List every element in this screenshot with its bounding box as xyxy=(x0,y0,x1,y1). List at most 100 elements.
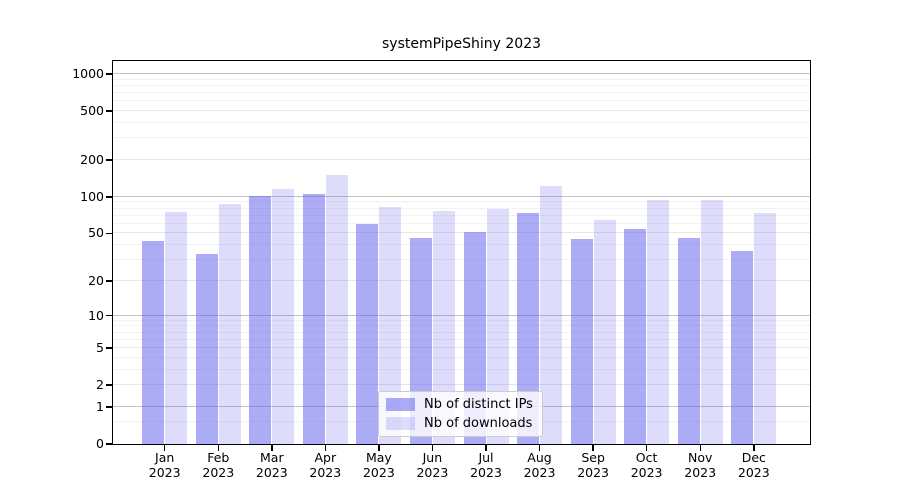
bar-may-distinct-ips xyxy=(356,223,379,444)
x-tick-mark-feb xyxy=(217,445,219,451)
x-tick-label-may: May 2023 xyxy=(362,450,395,480)
x-tick-mark-aug xyxy=(538,445,541,451)
y-tick-mark-500 xyxy=(106,110,112,112)
chart-title: systemPipeShiny 2023 xyxy=(381,36,542,52)
y-tick-mark-200 xyxy=(106,159,112,161)
bar-dec-distinct-ips xyxy=(731,250,754,444)
gridline-900 xyxy=(113,78,810,80)
y-tick-label-1: 1 xyxy=(96,398,104,414)
bar-feb-downloads xyxy=(218,204,241,444)
x-tick-mark-oct xyxy=(645,445,648,451)
x-tick-label-feb: Feb 2023 xyxy=(202,450,235,480)
gridline-7 xyxy=(113,331,810,333)
legend-label-downloads: Nb of downloads xyxy=(424,416,533,431)
gridline-90 xyxy=(113,201,810,203)
gridline-20 xyxy=(113,279,810,281)
bar-jan-distinct-ips xyxy=(142,241,165,444)
bar-dec-downloads xyxy=(754,212,777,444)
x-tick-mark-apr xyxy=(324,445,327,451)
legend-row-distinct-ips: Nb of distinct IPs xyxy=(386,397,533,412)
y-tick-mark-20 xyxy=(106,280,112,282)
y-tick-label-100: 100 xyxy=(80,188,104,204)
bar-apr-downloads xyxy=(325,174,348,444)
y-tick-label-1000: 1000 xyxy=(72,66,104,81)
x-tick-label-oct: Oct 2023 xyxy=(630,450,663,480)
y-tick-label-2: 2 xyxy=(96,377,104,393)
bar-may-downloads xyxy=(379,206,402,444)
x-tick-mark-nov xyxy=(699,445,701,451)
y-tick-mark-1 xyxy=(106,406,112,408)
gridline-40 xyxy=(113,244,810,246)
x-tick-label-apr: Apr 2023 xyxy=(309,450,342,480)
bar-sep-distinct-ips xyxy=(570,239,593,444)
x-tick-label-dec: Dec 2023 xyxy=(737,450,770,480)
y-tick-mark-0 xyxy=(106,443,112,445)
legend-swatch-distinct-ips xyxy=(386,398,415,411)
gridline-300 xyxy=(113,137,810,139)
gridline-30 xyxy=(113,259,810,261)
legend-row-downloads: Nb of downloads xyxy=(386,416,533,431)
y-tick-mark-100 xyxy=(106,196,112,198)
y-tick-mark-1000 xyxy=(106,73,112,75)
gridline-2 xyxy=(113,384,810,386)
gridline-1000 xyxy=(113,73,810,74)
x-tick-label-jun: Jun 2023 xyxy=(416,450,449,480)
y-tick-mark-5 xyxy=(106,347,112,349)
x-tick-mark-may xyxy=(378,445,380,451)
y-tick-label-500: 500 xyxy=(80,103,104,119)
gridline-10 xyxy=(113,314,810,316)
gridline-3 xyxy=(113,368,810,370)
gridline-70 xyxy=(113,214,810,216)
gridline-100 xyxy=(113,195,810,197)
y-tick-label-10: 10 xyxy=(88,307,104,323)
y-tick-label-0: 0 xyxy=(96,436,104,451)
bar-nov-distinct-ips xyxy=(677,237,700,444)
y-tick-label-20: 20 xyxy=(88,272,104,288)
x-tick-label-jan: Jan 2023 xyxy=(148,450,181,480)
x-tick-label-sep: Sep 2023 xyxy=(577,450,609,480)
x-tick-mark-mar xyxy=(271,445,273,451)
gridline-50 xyxy=(113,232,810,234)
y-axis: 0 1 2 5 10 20 50 100 200 500 1000 xyxy=(0,0,112,500)
gridline-800 xyxy=(113,84,810,86)
gridline-700 xyxy=(113,92,810,94)
gridline-60 xyxy=(113,222,810,224)
y-tick-label-200: 200 xyxy=(80,152,104,167)
gridline-4 xyxy=(113,356,810,358)
x-tick-mark-jan xyxy=(163,445,166,451)
plot-area xyxy=(113,61,810,444)
bar-oct-downloads xyxy=(647,199,670,444)
bar-jun-downloads xyxy=(432,210,455,444)
x-tick-mark-sep xyxy=(592,445,594,451)
y-tick-label-5: 5 xyxy=(96,340,104,355)
gridline-8 xyxy=(113,325,810,327)
y-tick-mark-10 xyxy=(106,314,112,317)
x-tick-mark-dec xyxy=(753,445,755,451)
gridline-200 xyxy=(113,159,810,160)
gridline-9 xyxy=(113,319,810,321)
x-tick-mark-jun xyxy=(431,445,434,451)
x-tick-label-mar: Mar 2023 xyxy=(255,450,288,480)
bar-sep-downloads xyxy=(593,219,616,444)
gridline-500 xyxy=(113,110,810,112)
bar-aug-downloads xyxy=(540,186,562,444)
bar-mar-downloads xyxy=(272,188,295,444)
bar-apr-distinct-ips xyxy=(302,193,325,444)
y-tick-mark-2 xyxy=(106,384,112,386)
gridline-6 xyxy=(113,338,810,340)
gridline-5 xyxy=(113,347,810,348)
gridline-400 xyxy=(113,122,810,123)
x-tick-label-nov: Nov 2023 xyxy=(684,450,717,480)
gridline-600 xyxy=(113,100,810,102)
bar-oct-distinct-ips xyxy=(624,229,647,444)
legend-label-distinct-ips: Nb of distinct IPs xyxy=(424,397,533,412)
bar-jan-downloads xyxy=(165,212,188,444)
bar-aug-distinct-ips xyxy=(517,212,539,444)
y-tick-label-50: 50 xyxy=(88,225,104,241)
bar-jul-downloads xyxy=(486,208,509,444)
x-tick-label-jul: Jul 2023 xyxy=(470,450,502,480)
gridline-80 xyxy=(113,207,810,209)
bar-nov-downloads xyxy=(700,199,723,444)
